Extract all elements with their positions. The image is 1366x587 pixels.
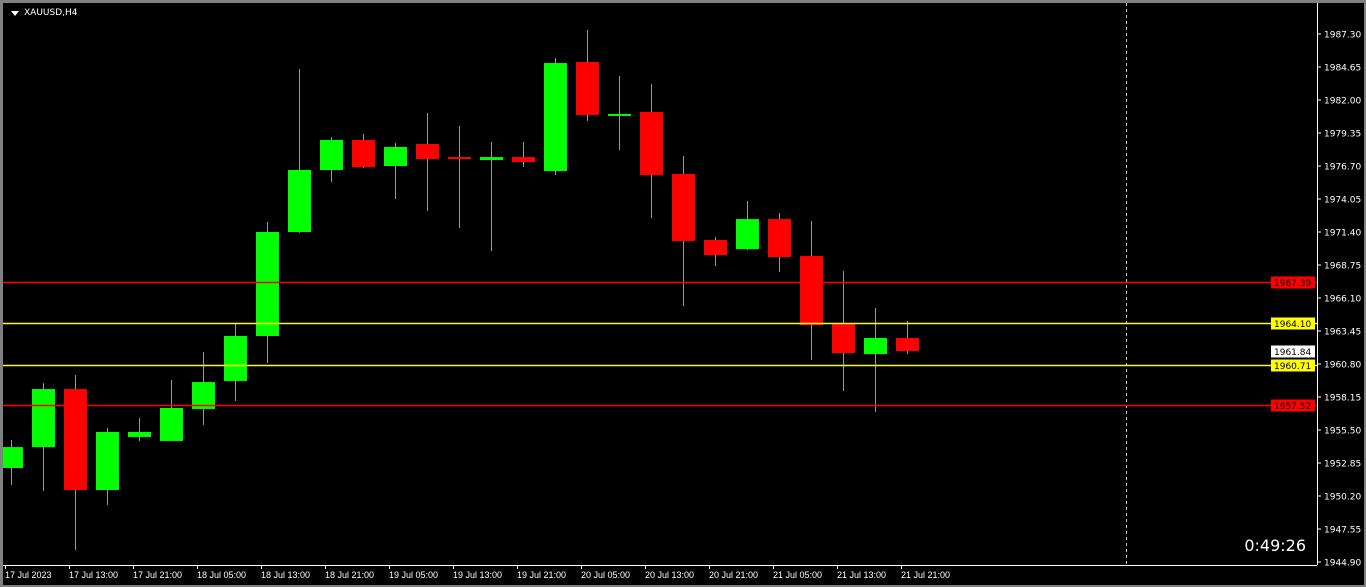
bullish-candle <box>736 219 759 250</box>
time-tick-label: 18 Jul 13:00 <box>261 570 310 580</box>
bullish-candle <box>864 337 887 355</box>
time-tick-label: 17 Jul 2023 <box>5 570 52 580</box>
bearish-candle <box>640 111 663 175</box>
bullish-candle <box>256 232 279 336</box>
dropdown-triangle-icon[interactable] <box>11 10 19 16</box>
bearish-candle <box>768 219 791 258</box>
bullish-candle <box>224 335 247 381</box>
bullish-candle <box>32 389 55 448</box>
current-price-label-bg <box>1271 345 1315 358</box>
time-tick-label: 17 Jul 13:00 <box>69 570 118 580</box>
price-level-label-bg <box>1271 359 1315 372</box>
chart-window[interactable]: 1987.30 1984.65 1982.00 1979.35 1976.70 1974.… <box>3 3 1364 585</box>
price-tick-label: 1952.85 <box>1324 460 1361 470</box>
bullish-candle <box>192 382 215 409</box>
price-tick-label: 1976.70 <box>1324 163 1361 173</box>
bearish-candle <box>448 157 471 160</box>
bearish-candle <box>832 324 855 354</box>
price-level-label: 1964.10 <box>1274 320 1311 330</box>
bearish-candle <box>64 389 87 491</box>
price-tick-label: 1979.35 <box>1324 130 1361 140</box>
price-level-label: 1967.39 <box>1274 279 1311 289</box>
price-tick-label: 1987.30 <box>1324 31 1361 41</box>
bearish-candle <box>576 62 599 115</box>
price-level-label: 1960.71 <box>1274 362 1311 372</box>
time-tick-label: 19 Jul 13:00 <box>453 570 502 580</box>
bearish-candle <box>672 173 695 241</box>
bearish-candle <box>512 157 535 163</box>
bullish-candle <box>320 139 343 170</box>
price-tick-label: 1955.50 <box>1324 427 1361 437</box>
bullish-candle <box>608 113 631 116</box>
current-price-label: 1961.84 <box>1274 348 1311 358</box>
bullish-candle <box>128 432 151 437</box>
price-tick-label: 1968.75 <box>1324 262 1361 272</box>
time-tick-label: 21 Jul 13:00 <box>837 570 886 580</box>
symbol-timeframe-label: XAUUSD,H4 <box>24 8 78 18</box>
time-tick-label: 21 Jul 21:00 <box>901 570 950 580</box>
price-tick-label: 1950.20 <box>1324 493 1361 503</box>
time-tick-label: 18 Jul 05:00 <box>197 570 246 580</box>
time-tick-label: 20 Jul 13:00 <box>645 570 694 580</box>
bullish-candle <box>96 432 119 491</box>
bar-timer: 0:49:26 <box>1244 536 1306 555</box>
time-tick-label: 20 Jul 21:00 <box>709 570 758 580</box>
bullish-candle <box>160 407 183 441</box>
price-level-label-bg <box>1271 317 1315 330</box>
price-level-label-bg <box>1271 399 1315 412</box>
time-tick-label: 19 Jul 05:00 <box>389 570 438 580</box>
bearish-candle <box>352 139 375 168</box>
price-tick-label: 1944.90 <box>1324 559 1361 569</box>
bullish-candle <box>480 157 503 161</box>
time-tick-label: 17 Jul 21:00 <box>133 570 182 580</box>
bearish-candle <box>800 256 823 326</box>
bearish-candle <box>896 337 919 352</box>
price-tick-label: 1963.45 <box>1324 328 1361 338</box>
price-tick-label: 1960.80 <box>1324 361 1361 371</box>
bullish-candle <box>3 447 23 468</box>
price-tick-label: 1947.55 <box>1324 526 1361 536</box>
price-tick-label: 1966.10 <box>1324 295 1361 305</box>
price-tick-label: 1958.15 <box>1324 394 1361 404</box>
bearish-candle <box>704 239 727 256</box>
price-level-label-bg <box>1271 276 1315 289</box>
price-level-label: 1957.52 <box>1274 402 1311 412</box>
chart-title[interactable]: XAUUSD,H4 <box>11 8 78 18</box>
bullish-candle <box>544 63 567 171</box>
time-tick-label: 20 Jul 05:00 <box>581 570 630 580</box>
price-tick-label: 1974.05 <box>1324 196 1361 206</box>
candlestick-chart[interactable]: 1987.30 1984.65 1982.00 1979.35 1976.70 1974.… <box>3 3 1364 585</box>
time-tick-label: 21 Jul 05:00 <box>773 570 822 580</box>
price-tick-label: 1982.00 <box>1324 97 1361 107</box>
bearish-candle <box>416 143 439 160</box>
price-tick-label: 1984.65 <box>1324 64 1361 74</box>
time-tick-label: 18 Jul 21:00 <box>325 570 374 580</box>
time-tick-label: 19 Jul 21:00 <box>517 570 566 580</box>
bullish-candle <box>288 169 311 233</box>
price-tick-label: 1971.40 <box>1324 229 1361 239</box>
bullish-candle <box>384 146 407 167</box>
